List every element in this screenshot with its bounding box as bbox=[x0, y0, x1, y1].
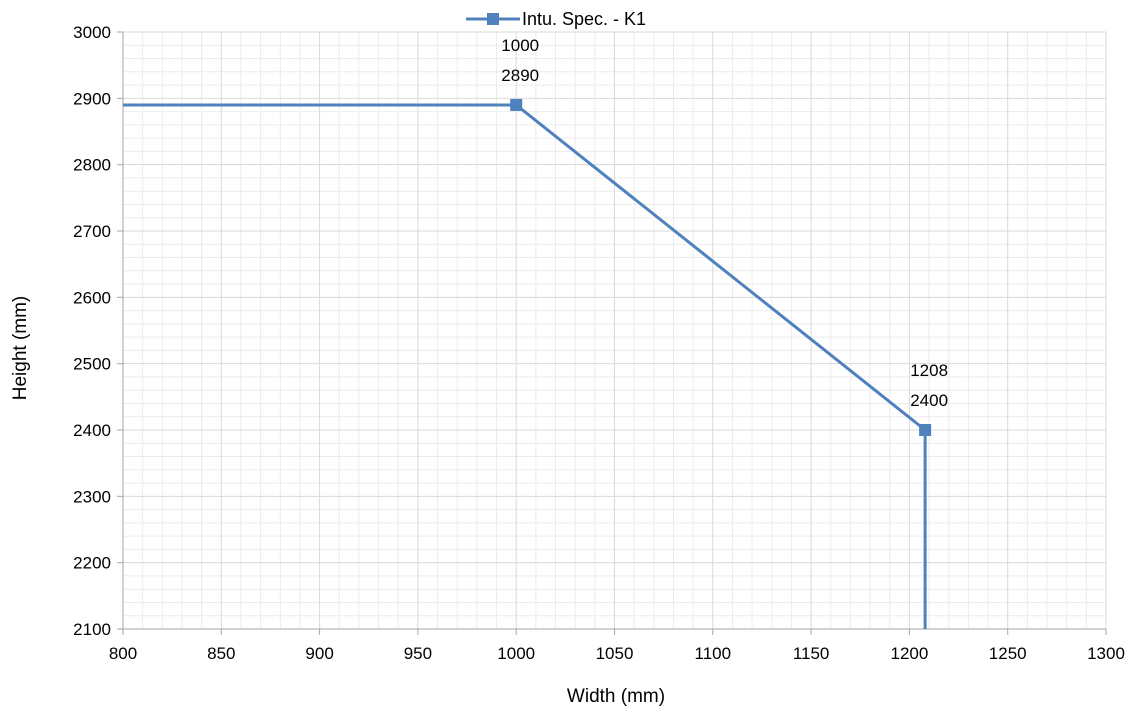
y-tick-label: 2500 bbox=[73, 355, 111, 374]
y-tick-label: 2600 bbox=[73, 288, 111, 307]
y-tick-label: 2900 bbox=[73, 89, 111, 108]
x-tick-label: 1150 bbox=[793, 644, 830, 663]
legend: Intu. Spec. - K1 bbox=[466, 9, 646, 29]
major-gridlines bbox=[122, 31, 1107, 630]
x-tick-label: 1250 bbox=[989, 644, 1027, 663]
y-tick-label: 2300 bbox=[73, 487, 111, 506]
x-tick-label: 1050 bbox=[596, 644, 634, 663]
series-line bbox=[123, 103, 927, 629]
y-axis-tick-labels: 2100 2200 2300 2400 2500 2600 2700 2800 2900 3000 bbox=[73, 23, 111, 639]
x-tick-label: 1200 bbox=[890, 644, 928, 663]
x-axis-tick-labels: 800 850 900 950 1000 1050 1100 1150 1200 1250 1300 bbox=[109, 644, 1125, 663]
data-label-y: 2400 bbox=[910, 391, 948, 410]
data-label-y: 2890 bbox=[501, 66, 539, 85]
x-tick-label: 1000 bbox=[497, 644, 535, 663]
y-axis-title: Height (mm) bbox=[10, 296, 31, 401]
data-point-marker bbox=[510, 98, 523, 111]
x-tick-label: 1300 bbox=[1087, 644, 1125, 663]
legend-label: Intu. Spec. - K1 bbox=[522, 9, 646, 29]
series-layer bbox=[123, 98, 932, 629]
y-tick-label: 3000 bbox=[73, 23, 111, 42]
data-point-marker bbox=[919, 424, 932, 436]
data-label-x: 1000 bbox=[501, 36, 539, 55]
y-tick-label: 2200 bbox=[73, 554, 111, 573]
x-tick-label: 850 bbox=[207, 644, 235, 663]
data-label-x: 1208 bbox=[910, 361, 948, 380]
legend-marker-swatch bbox=[487, 13, 499, 25]
axes bbox=[117, 31, 1107, 635]
x-tick-label: 900 bbox=[305, 644, 333, 663]
y-tick-label: 2400 bbox=[73, 421, 111, 440]
data-labels: 1000 2890 1208 2400 bbox=[501, 36, 948, 410]
x-tick-label: 1100 bbox=[695, 644, 732, 663]
x-tick-label: 950 bbox=[404, 644, 432, 663]
y-tick-label: 2800 bbox=[73, 156, 111, 175]
y-tick-label: 2700 bbox=[73, 222, 111, 241]
x-axis-title: Width (mm) bbox=[567, 686, 665, 707]
x-tick-label: 800 bbox=[109, 644, 137, 663]
y-tick-label: 2100 bbox=[73, 620, 111, 639]
